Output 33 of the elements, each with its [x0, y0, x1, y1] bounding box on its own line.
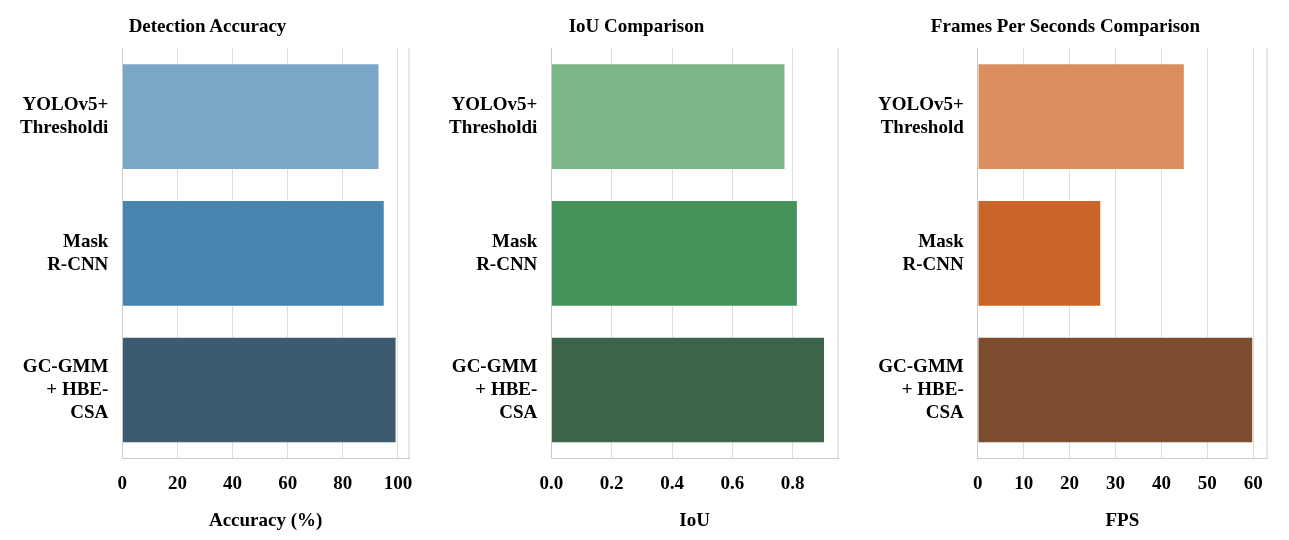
- x-tick-label: 40: [223, 471, 243, 493]
- x-tick-label: 40: [1151, 471, 1171, 493]
- x-tick-label: 50: [1197, 471, 1217, 493]
- x-tick-label: 0.8: [780, 471, 805, 493]
- x-tick-label: 0.4: [660, 471, 685, 493]
- y-tick-label: YOLOv5+ Thresholdi: [448, 93, 538, 137]
- y-tick-label: GC-GMM + HBE- CSA: [878, 355, 965, 422]
- chart-title: Frames Per Seconds Comparison: [930, 14, 1201, 36]
- x-tick-label: 0.2: [599, 471, 624, 493]
- x-tick-label: 100: [383, 471, 413, 493]
- y-tick-label: Mask R-CNN: [47, 229, 109, 274]
- x-axis-title: FPS: [1105, 508, 1140, 530]
- y-tick-label: Mask R-CNN: [902, 229, 965, 274]
- x-tick-label: 0.6: [720, 471, 745, 493]
- x-tick-label: 60: [278, 471, 298, 493]
- x-axis-title: IoU: [679, 508, 711, 530]
- y-tick-label: GC-GMM + HBE- CSA: [451, 355, 538, 422]
- x-tick-label: 20: [1060, 471, 1080, 493]
- x-tick-label: 0: [973, 471, 983, 493]
- x-tick-label: 0.0: [539, 471, 564, 493]
- y-tick-label: Mask R-CNN: [476, 229, 538, 274]
- x-tick-label: 20: [167, 471, 187, 493]
- x-tick-label: 60: [1243, 471, 1263, 493]
- x-tick-label: 0: [117, 471, 128, 493]
- x-tick-label: 10: [1014, 471, 1034, 493]
- x-axis-title: Accuracy (%): [208, 508, 323, 531]
- y-tick-label: GC-GMM + HBE- CSA: [22, 355, 109, 422]
- x-tick-label: 30: [1106, 471, 1125, 493]
- x-tick-label: 80: [333, 471, 353, 493]
- y-tick-label: YOLOv5+ Threshold: [878, 93, 965, 137]
- y-tick-label: YOLOv5+ Thresholdi: [19, 93, 109, 137]
- chart-title: Detection Accuracy: [128, 14, 287, 36]
- chart-title: IoU Comparison: [568, 14, 705, 36]
